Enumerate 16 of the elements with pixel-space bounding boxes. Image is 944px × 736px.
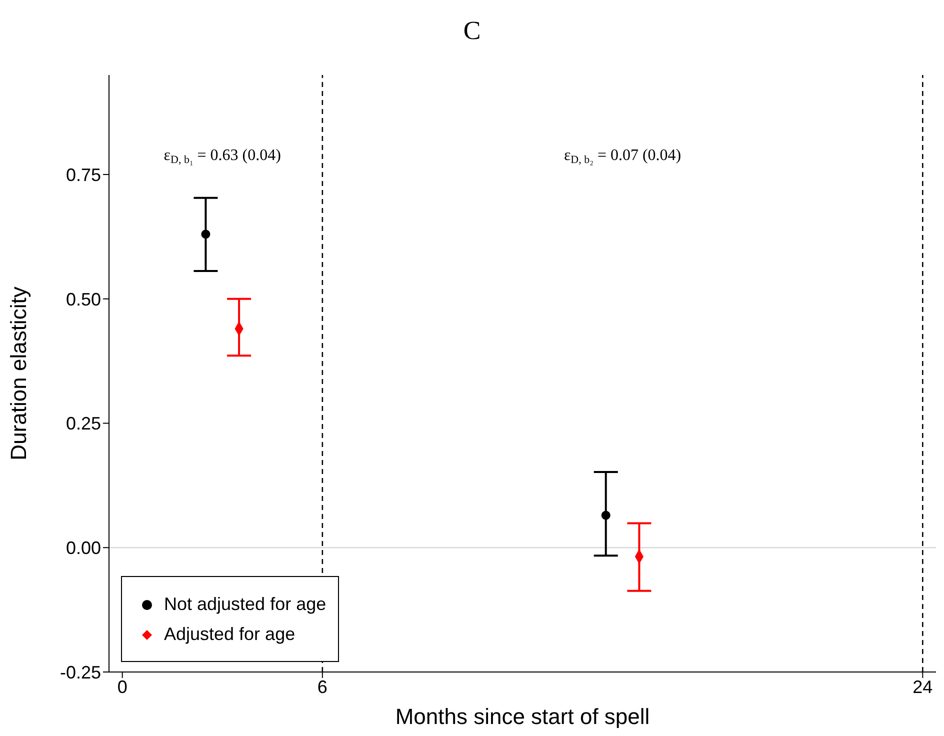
x-tick-label: 0 (117, 676, 128, 697)
y-tick-label: 0.50 (66, 289, 101, 310)
point (601, 510, 610, 520)
annotation: ε$_{D, b₂}$ = 0.07 (0.04) (564, 147, 682, 166)
legend-label: Adjusted for age (164, 624, 296, 644)
y-tick-label: 0.00 (66, 538, 101, 558)
y-tick-label: 0.75 (66, 164, 101, 185)
legend-label: Not adjusted for age (164, 594, 326, 614)
y-tick-label: -0.25 (60, 662, 101, 682)
x-tick-label: 6 (317, 676, 328, 697)
y-axis-title: Duration elasticity (6, 286, 31, 460)
chart-title: C (462, 16, 482, 46)
annotation: ε$_{D, b₁}$ = 0.63 (0.04) (164, 147, 281, 166)
x-tick-label: 24 (912, 676, 933, 697)
point (201, 230, 210, 239)
y-tick-label: 0.25 (66, 414, 101, 434)
